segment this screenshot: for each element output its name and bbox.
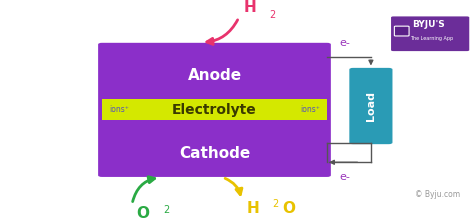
Text: O: O	[282, 201, 295, 216]
Text: The Learning App: The Learning App	[410, 36, 453, 41]
Text: Anode: Anode	[187, 68, 242, 83]
Text: Cathode: Cathode	[179, 146, 250, 161]
FancyBboxPatch shape	[391, 16, 469, 51]
Text: 2: 2	[270, 10, 276, 20]
Text: ions⁺: ions⁺	[300, 105, 320, 114]
Text: e-: e-	[339, 172, 350, 182]
Text: H: H	[244, 0, 256, 15]
Text: Load: Load	[366, 91, 376, 121]
Text: 2: 2	[163, 205, 169, 215]
Text: © Byju.com: © Byju.com	[415, 190, 460, 198]
Text: ions⁺: ions⁺	[109, 105, 129, 114]
FancyBboxPatch shape	[349, 68, 392, 144]
Text: H: H	[246, 201, 259, 216]
FancyBboxPatch shape	[394, 26, 409, 36]
Text: e-: e-	[339, 38, 350, 48]
Text: O: O	[137, 206, 150, 221]
Bar	[102, 99, 327, 120]
FancyBboxPatch shape	[98, 43, 331, 177]
Text: Electrolyte: Electrolyte	[172, 103, 257, 117]
Text: 2: 2	[272, 198, 279, 209]
Text: BYJU'S: BYJU'S	[412, 20, 445, 29]
